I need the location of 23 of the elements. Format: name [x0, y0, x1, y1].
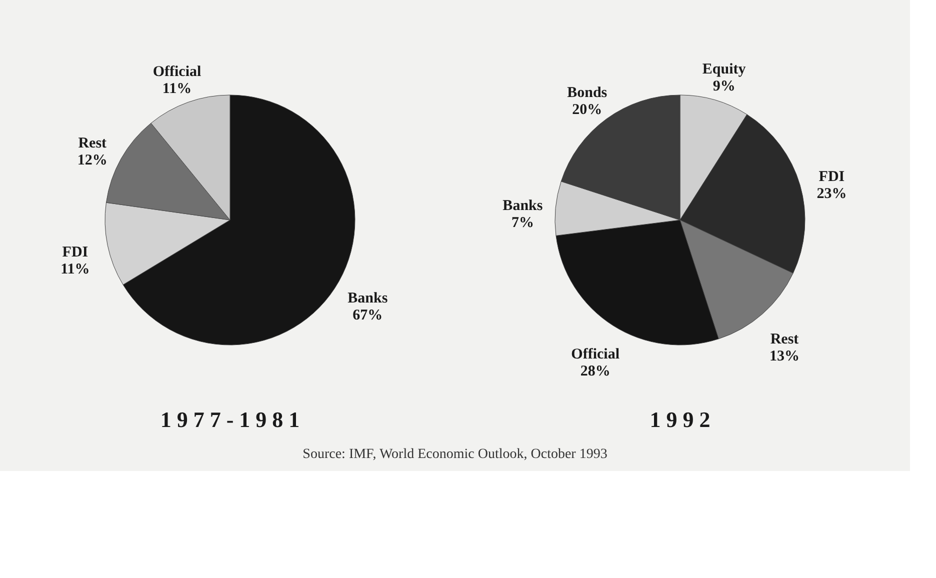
text: 1 9 7 7 - 1 9 8 1 [160, 407, 300, 432]
data-label: 28% [580, 363, 610, 380]
text: 1 9 9 2 [650, 407, 710, 432]
slice-label: Official [152, 64, 202, 80]
data-label: 9% [712, 78, 736, 94]
data-label: 20% [572, 102, 602, 118]
slice-label: FDI [62, 244, 88, 261]
data-label: 11% [162, 81, 192, 98]
slice-label: Bonds [567, 85, 608, 102]
slice-label: Banks [348, 290, 388, 307]
slice-label: Rest [78, 135, 107, 152]
data-label: 23% [816, 186, 847, 202]
data-label: 67% [352, 308, 383, 324]
slice-label: Official [571, 346, 620, 362]
slice-label: Equity [702, 61, 746, 78]
source-note: Source: IMF, World Economic Outlook, October 1993 [302, 447, 608, 462]
data-label: 12% [77, 152, 108, 168]
slice-label: Banks [502, 198, 543, 214]
slice-label: Rest [770, 332, 799, 348]
data-label: 11% [60, 262, 90, 278]
data-label: 7% [511, 215, 534, 232]
data-label: 13% [769, 348, 800, 365]
slice-label: FDI [818, 168, 845, 185]
